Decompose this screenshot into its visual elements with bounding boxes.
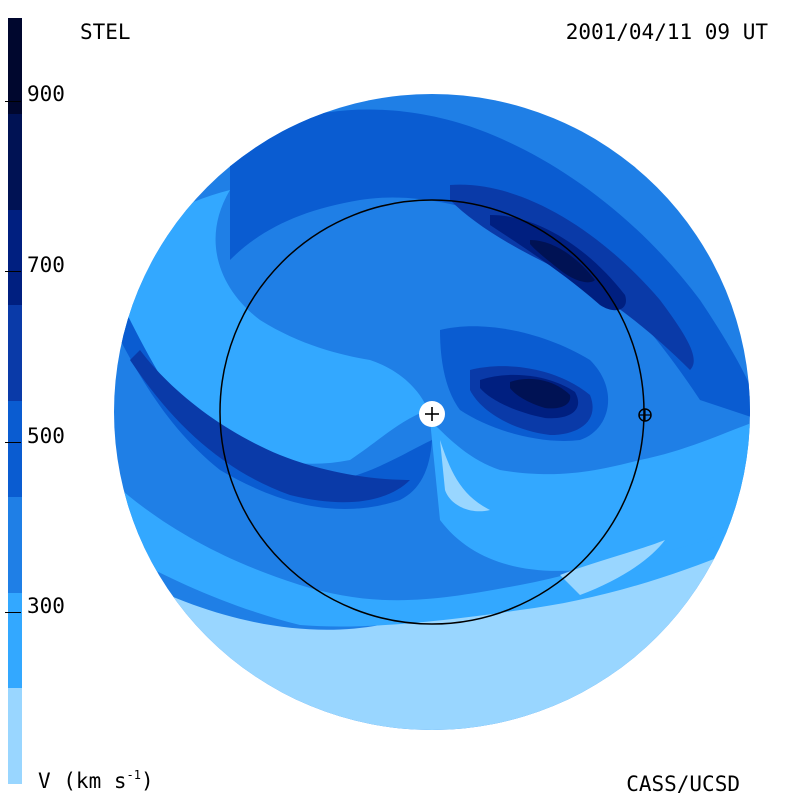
colorbar-unit-label: V (km s-1) bbox=[38, 768, 154, 793]
sun-plus-icon bbox=[419, 401, 445, 427]
colorbar-label-300: 300 bbox=[27, 594, 65, 618]
earth-circle-plus-icon bbox=[638, 408, 652, 422]
colorbar-band bbox=[8, 401, 22, 497]
contour-north-arm bbox=[230, 109, 750, 420]
timestamp-label: 2001/04/11 09 UT bbox=[565, 20, 768, 44]
colorbar-band bbox=[8, 209, 22, 306]
contour-southeast bbox=[430, 420, 750, 571]
unit-exponent: -1 bbox=[126, 768, 141, 782]
velocity-colorbar bbox=[8, 18, 22, 784]
credit-label: CASS/UCSD bbox=[626, 772, 740, 796]
colorbar-label-500: 500 bbox=[27, 424, 65, 448]
contour-low-spiral bbox=[440, 440, 490, 512]
unit-suffix: ) bbox=[140, 769, 154, 793]
contour-north-max bbox=[530, 240, 595, 283]
colorbar-label-700: 700 bbox=[27, 253, 65, 277]
earth-orbit-circle bbox=[219, 199, 645, 625]
colorbar-tick-500 bbox=[5, 442, 21, 443]
colorbar-label-900: 900 bbox=[27, 82, 65, 106]
contour-west bbox=[114, 190, 428, 464]
unit-text: V (km s bbox=[38, 769, 127, 793]
colorbar-tick-700 bbox=[5, 271, 21, 272]
colorbar-band bbox=[8, 688, 22, 784]
colorbar-tick-300 bbox=[5, 612, 21, 613]
colorbar-band bbox=[8, 592, 22, 689]
colorbar-band bbox=[8, 113, 22, 210]
colorbar-band bbox=[8, 496, 22, 593]
contour-low-streak bbox=[560, 540, 665, 595]
site-label: STEL bbox=[80, 20, 131, 44]
colorbar-tick-900 bbox=[5, 101, 21, 102]
colorbar-band bbox=[8, 18, 22, 114]
contour-west-core bbox=[130, 350, 410, 503]
colorbar-band bbox=[8, 305, 22, 401]
contour-central-max bbox=[510, 378, 571, 409]
